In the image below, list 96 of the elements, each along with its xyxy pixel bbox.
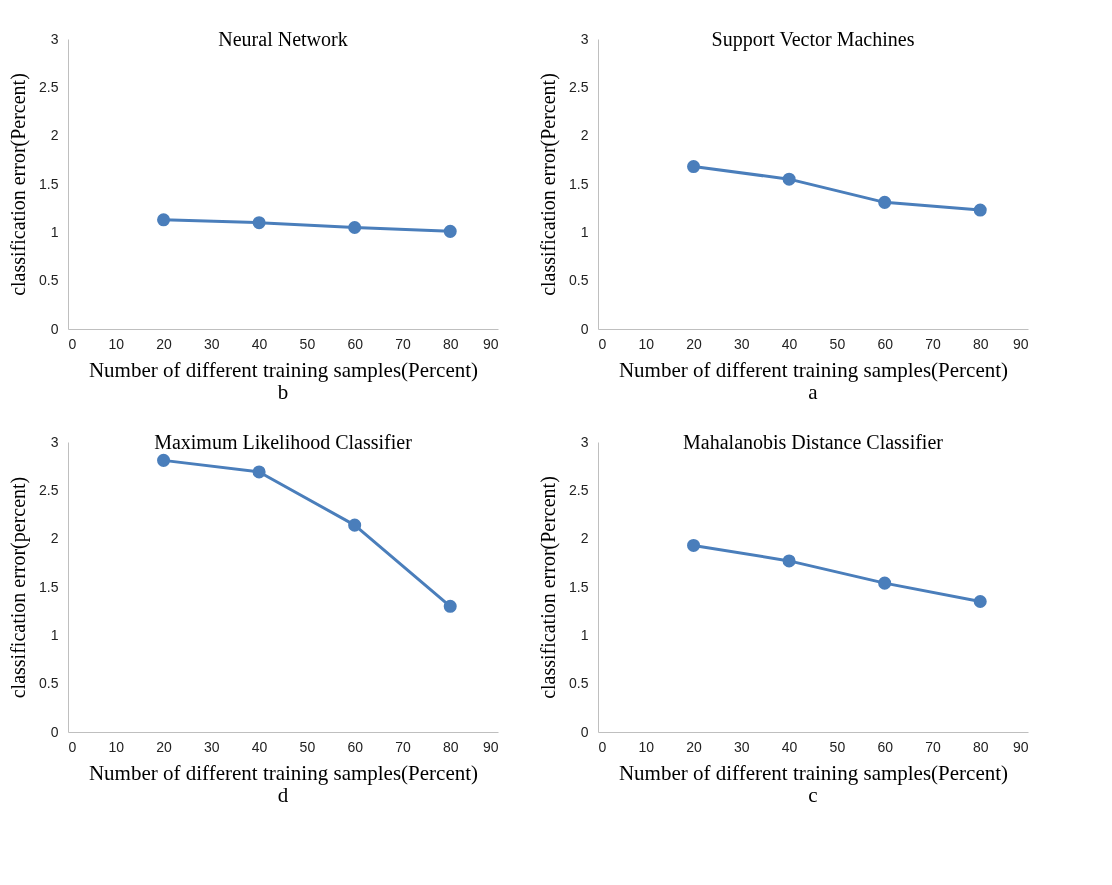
- y-tick-label: 3: [580, 433, 589, 450]
- point: [348, 518, 362, 532]
- point: [252, 465, 266, 479]
- y-tick-label: 0.5: [39, 272, 59, 289]
- x-axis-title: Number of different training samples(Percent): [88, 760, 479, 785]
- x-tick-label: 80: [442, 738, 459, 755]
- x-tick-label: 90: [482, 335, 499, 352]
- y-tick-label: 1: [50, 223, 59, 240]
- y-tick-label: 0: [580, 723, 589, 740]
- point: [687, 160, 701, 174]
- y-tick-label: 0.5: [569, 675, 589, 692]
- y-tick-label: 1.5: [39, 578, 59, 595]
- x-tick-label: 90: [1012, 335, 1029, 352]
- y-tick-label: 1: [580, 223, 589, 240]
- chart-title: Mahalanobis Distance Classifier: [683, 431, 944, 453]
- y-axis-title: classification error(Percent): [537, 476, 561, 699]
- point: [687, 538, 701, 552]
- x-tick-label: 70: [395, 335, 411, 352]
- x-tick-label: 60: [877, 738, 894, 755]
- y-tick-label: 1.5: [39, 175, 59, 192]
- x-tick-label: 30: [734, 335, 750, 352]
- x-tick-label: 70: [395, 738, 411, 755]
- x-tick-label: 10: [638, 738, 655, 755]
- x-tick-label: 70: [925, 335, 941, 352]
- y-tick-label: 3: [50, 30, 59, 47]
- y-tick-label: 0.5: [569, 272, 589, 289]
- x-tick-label: 20: [686, 335, 703, 352]
- y-axis-title: classification error(percent): [7, 476, 31, 699]
- y-tick-label: 0: [50, 320, 59, 337]
- x-tick-label: 0: [68, 738, 77, 755]
- x-tick-label: 20: [156, 335, 173, 352]
- x-tick-label: 30: [734, 738, 750, 755]
- x-tick-label: 30: [204, 738, 220, 755]
- x-tick-label: 0: [68, 335, 77, 352]
- chart-title: Neural Network: [218, 28, 348, 50]
- x-tick-label: 0: [598, 335, 607, 352]
- x-tick-label: 20: [156, 738, 173, 755]
- x-tick-label: 60: [347, 335, 364, 352]
- y-tick-label: 3: [50, 433, 59, 450]
- text: c: [808, 783, 818, 807]
- x-tick-label: 50: [829, 738, 846, 755]
- y-tick-label: 3: [580, 30, 589, 47]
- y-tick-label: 1: [580, 626, 589, 643]
- point: [782, 172, 796, 186]
- x-tick-label: 90: [482, 738, 499, 755]
- x-tick-label: 80: [442, 335, 459, 352]
- point: [878, 576, 892, 590]
- point: [443, 599, 457, 613]
- y-tick-label: 0: [580, 320, 589, 337]
- x-tick-label: 60: [347, 738, 364, 755]
- y-tick-label: 2: [50, 530, 59, 547]
- x-tick-label: 60: [877, 335, 894, 352]
- y-tick-label: 2: [580, 530, 589, 547]
- text: a: [808, 380, 819, 404]
- chart-title: Support Vector Machines: [711, 28, 915, 51]
- point: [157, 453, 171, 467]
- x-tick-label: 80: [972, 738, 989, 755]
- y-tick-label: 1: [50, 626, 59, 643]
- x-tick-label: 40: [781, 738, 798, 755]
- x-tick-label: 50: [299, 335, 316, 352]
- y-tick-label: 2.5: [39, 481, 59, 498]
- x-axis-title: Number of different training samples(Percent): [88, 357, 479, 382]
- x-tick-label: 10: [108, 335, 125, 352]
- y-axis-title: classification error(Percent): [7, 73, 31, 296]
- x-tick-label: 40: [251, 335, 268, 352]
- y-tick-label: 2.5: [569, 78, 589, 95]
- x-tick-label: 30: [204, 335, 220, 352]
- y-tick-label: 0.5: [39, 675, 59, 692]
- x-axis-title: Number of different training samples(Percent): [618, 357, 1009, 382]
- x-tick-label: 90: [1012, 738, 1029, 755]
- x-tick-label: 10: [108, 738, 125, 755]
- y-tick-label: 0: [50, 723, 59, 740]
- y-tick-label: 2.5: [39, 78, 59, 95]
- chart-title: Maximum Likelihood Classifier: [154, 431, 413, 453]
- point: [878, 195, 892, 209]
- text: d: [277, 783, 289, 807]
- y-axis-title: classification error(Percent): [537, 73, 561, 296]
- text: b: [277, 380, 289, 404]
- x-tick-label: 20: [686, 738, 703, 755]
- x-tick-label: 80: [972, 335, 989, 352]
- x-tick-label: 0: [598, 738, 607, 755]
- y-tick-label: 1.5: [569, 175, 589, 192]
- point: [782, 554, 796, 568]
- point: [973, 594, 987, 609]
- x-tick-label: 10: [638, 335, 655, 352]
- x-axis-title: Number of different training samples(Percent): [618, 760, 1009, 785]
- y-tick-label: 2.5: [569, 481, 589, 498]
- y-tick-label: 1.5: [569, 578, 589, 595]
- point: [973, 203, 987, 217]
- y-tick-label: 2: [50, 127, 59, 144]
- x-tick-label: 50: [829, 335, 846, 352]
- x-tick-label: 70: [925, 738, 941, 755]
- x-tick-label: 50: [299, 738, 316, 755]
- y-tick-label: 2: [580, 127, 589, 144]
- x-tick-label: 40: [781, 335, 798, 352]
- x-tick-label: 40: [251, 738, 268, 755]
